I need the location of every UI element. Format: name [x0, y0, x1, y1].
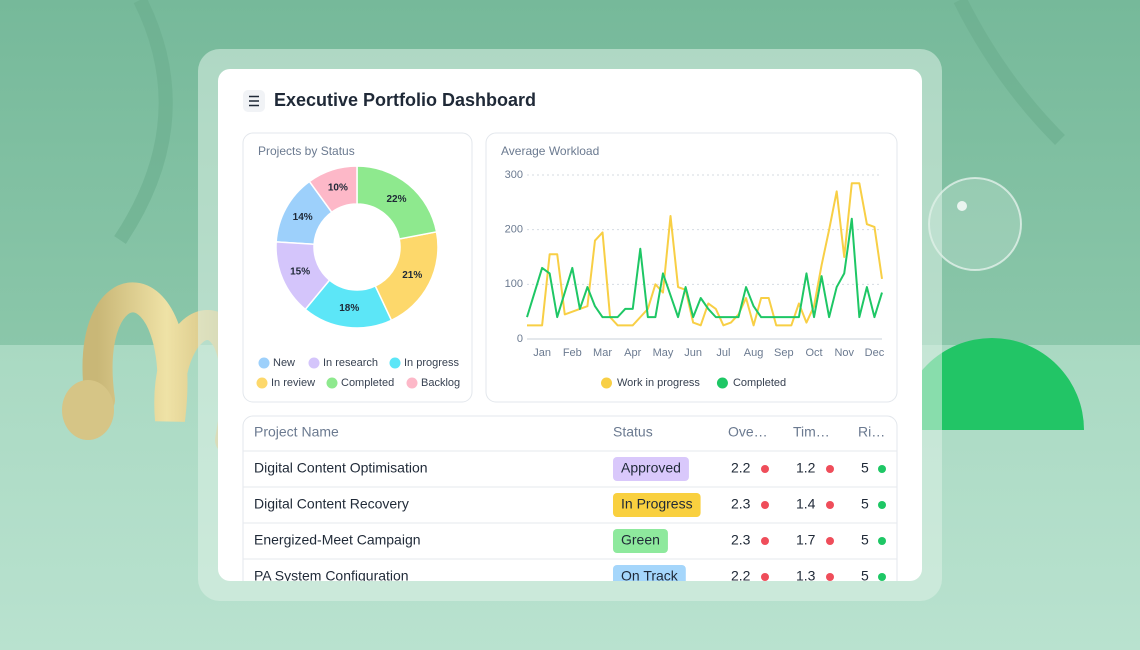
chart-title: Projects by Status — [258, 144, 355, 158]
x-tick-label: Feb — [563, 347, 582, 359]
status-text: Approved — [621, 460, 681, 476]
series-line — [526, 217, 883, 319]
x-tick-label: Oct — [805, 347, 822, 359]
status-dot — [761, 573, 769, 581]
status-dot — [878, 537, 886, 545]
donut-slice — [308, 165, 358, 214]
x-tick-label: Dec — [865, 347, 885, 359]
x-tick-label: Aug — [744, 347, 764, 359]
series-line — [527, 182, 883, 327]
status-dot — [826, 465, 834, 473]
status-dot — [878, 501, 886, 509]
chart-title: Average Workload — [501, 144, 599, 158]
column-header[interactable]: Status — [613, 424, 653, 440]
project-name: Energized-Meet Campaign — [254, 532, 421, 548]
legend-swatch — [256, 377, 268, 389]
y-tick-label: 200 — [505, 224, 523, 236]
legend-swatch — [716, 377, 728, 389]
status-pill — [613, 565, 686, 581]
status-text: In Progress — [621, 496, 693, 512]
legend-label: In research — [323, 357, 378, 369]
x-tick-label: Nov — [834, 347, 854, 359]
metric-value: 2.3 — [731, 496, 751, 512]
legend-label: Work in progress — [617, 377, 700, 389]
x-tick-label: Jan — [533, 347, 551, 359]
metric-value: 2.2 — [731, 460, 751, 476]
legend-swatch — [601, 377, 612, 389]
dashboard-title: Executive Portfolio Dashboard — [274, 90, 536, 110]
menu-button[interactable] — [243, 90, 265, 112]
y-tick-label: 100 — [505, 278, 523, 290]
legend-label: New — [273, 357, 295, 369]
metric-value: 1.2 — [796, 460, 816, 476]
status-text: Green — [621, 532, 660, 548]
x-tick-label: May — [653, 347, 674, 359]
legend-label: In progress — [404, 357, 460, 369]
legend-swatch — [308, 357, 320, 369]
y-tick-label: 300 — [505, 169, 523, 181]
legend-swatch — [258, 357, 270, 369]
status-text: On Track — [621, 568, 679, 584]
status-dot — [826, 573, 834, 581]
column-header[interactable]: Ri… — [858, 424, 885, 440]
project-table: Project Name Status Ove… Tim… Ri… Digital Con… — [243, 424, 897, 584]
metric-value: 1.4 — [796, 496, 816, 512]
legend-label: Backlog — [421, 377, 460, 389]
metric-value: 1.3 — [796, 568, 816, 584]
metric-value: 5 — [861, 532, 869, 548]
metric-value: 2.3 — [731, 532, 751, 548]
metric-value: 5 — [861, 496, 869, 512]
project-name: PA System Configuration — [254, 568, 409, 584]
line-chart: 0 100 200 300 Jan Feb Mar Apr May Jun Jul Aug Sep Oct… — [505, 169, 885, 389]
column-header[interactable]: Project Name — [254, 424, 339, 440]
legend-swatch — [326, 377, 338, 389]
slice-label: 15% — [290, 266, 310, 277]
column-header[interactable]: Ove… — [728, 424, 768, 440]
legend-label: In review — [271, 377, 315, 389]
status-pill — [613, 493, 701, 517]
project-name: Digital Content Recovery — [254, 496, 409, 512]
line-card — [485, 132, 898, 403]
dashboard-card: Executive Portfolio Dashboard Projects b… — [218, 69, 922, 584]
status-dot — [761, 501, 769, 509]
legend-swatch — [389, 357, 401, 369]
x-tick-label: Mar — [593, 347, 612, 359]
slice-label: 18% — [339, 303, 359, 314]
x-tick-label: Sep — [774, 347, 794, 359]
slice-label: 21% — [402, 270, 422, 281]
status-dot — [761, 537, 769, 545]
legend-label: Completed — [733, 377, 786, 389]
status-dot — [878, 573, 886, 581]
status-dot — [761, 465, 769, 473]
project-name: Digital Content Optimisation — [254, 460, 428, 476]
metric-value: 5 — [861, 460, 869, 476]
metric-value: 2.2 — [731, 568, 751, 584]
slice-label: 22% — [387, 194, 407, 205]
x-tick-label: Jun — [684, 347, 702, 359]
metric-value: 5 — [861, 568, 869, 584]
table-card — [242, 415, 898, 581]
status-dot — [826, 501, 834, 509]
status-pill — [613, 529, 668, 553]
y-tick-label: 0 — [517, 333, 523, 345]
slice-label: 10% — [328, 183, 348, 194]
metric-value: 1.7 — [796, 532, 816, 548]
donut-chart: 14% 15% 18% 21% 22% 10% New In research In progr… — [256, 165, 460, 389]
legend-swatch — [406, 377, 418, 389]
x-tick-label: Apr — [624, 347, 641, 359]
status-dot — [878, 465, 886, 473]
slice-label: 14% — [293, 212, 313, 223]
status-dot — [826, 537, 834, 545]
legend-label: Completed — [341, 377, 394, 389]
x-tick-label: Jul — [716, 347, 730, 359]
column-header[interactable]: Tim… — [793, 424, 830, 440]
status-pill — [613, 457, 689, 481]
